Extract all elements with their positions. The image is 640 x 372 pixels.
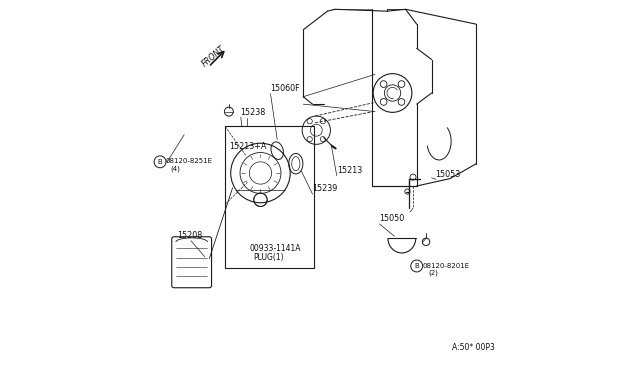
Text: A:50* 00P3: A:50* 00P3: [452, 343, 495, 352]
Text: (2): (2): [428, 270, 438, 276]
Text: B: B: [157, 159, 163, 165]
Text: 15213+A: 15213+A: [229, 142, 266, 151]
Text: 15238: 15238: [240, 108, 265, 117]
Text: 15060F: 15060F: [270, 84, 300, 93]
Text: 15053: 15053: [435, 170, 461, 179]
Bar: [225, 126, 314, 268]
Text: 15050: 15050: [380, 214, 404, 223]
Text: 15213: 15213: [337, 166, 362, 175]
Text: B: B: [414, 263, 419, 269]
Text: 15239: 15239: [312, 185, 338, 193]
Text: FRONT: FRONT: [200, 44, 227, 69]
Text: 00933-1141A: 00933-1141A: [250, 244, 301, 253]
Text: 08120-8251E: 08120-8251E: [166, 158, 212, 164]
Text: PLUG(1): PLUG(1): [253, 253, 284, 262]
Text: 08120-8201E: 08120-8201E: [422, 263, 469, 269]
Text: (4): (4): [170, 166, 180, 172]
Text: 15208: 15208: [177, 231, 202, 240]
